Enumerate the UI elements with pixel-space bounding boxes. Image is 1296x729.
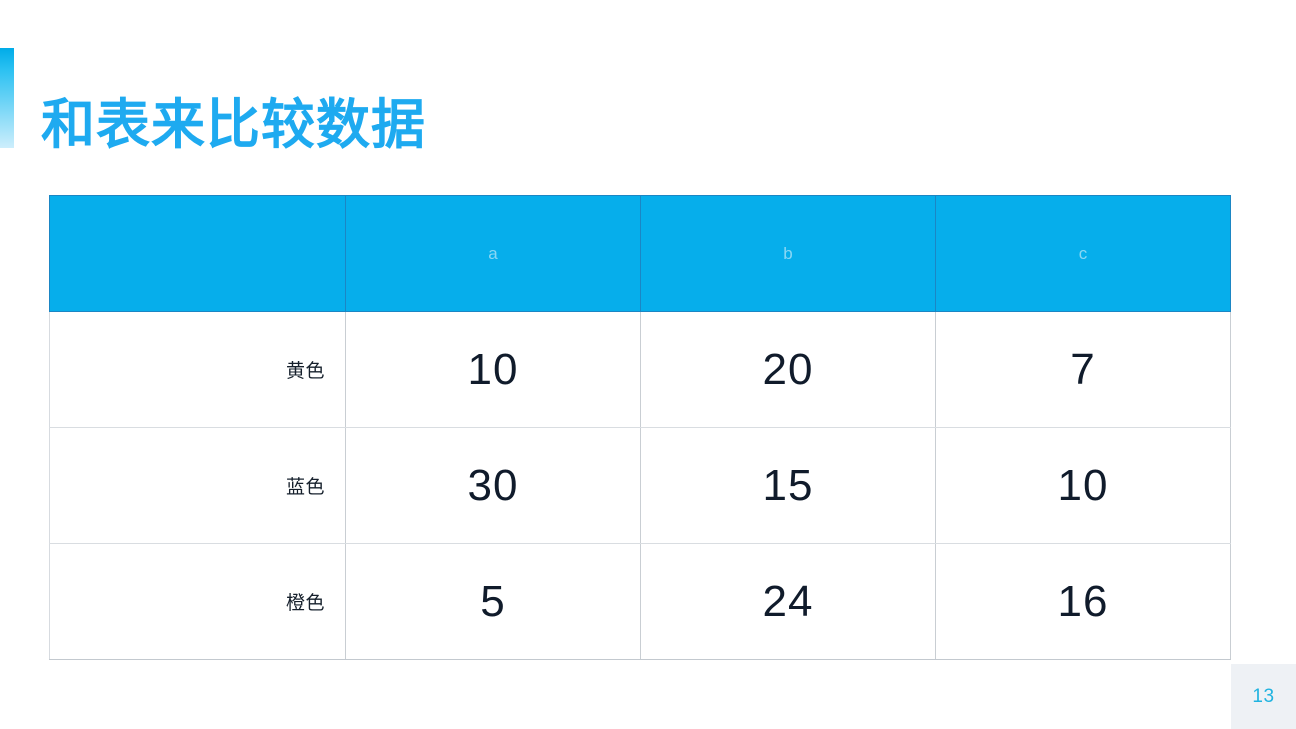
cell-orange-b: 24 (640, 543, 936, 660)
cell-blue-b: 15 (640, 427, 936, 544)
table-row: 橙色 5 24 16 (49, 543, 1231, 660)
column-header-a: a (345, 195, 641, 312)
cell-blue-a: 30 (345, 427, 641, 544)
cell-blue-c: 10 (935, 427, 1231, 544)
row-label-orange: 橙色 (49, 543, 346, 660)
table-row: 黄色 10 20 7 (49, 311, 1231, 428)
column-header-corner (49, 195, 346, 312)
page-title: 和表来比较数据 (41, 95, 426, 156)
cell-yellow-c: 7 (935, 311, 1231, 428)
cell-orange-a: 5 (345, 543, 641, 660)
table-header: a b c (49, 195, 1231, 312)
cell-yellow-a: 10 (345, 311, 641, 428)
cell-orange-c: 16 (935, 543, 1231, 660)
row-label-yellow: 黄色 (49, 311, 346, 428)
table-row: 蓝色 30 15 10 (49, 427, 1231, 544)
page-number: 13 (1252, 685, 1275, 707)
column-header-c: c (935, 195, 1231, 312)
cell-yellow-b: 20 (640, 311, 936, 428)
title-accent-bar (0, 48, 14, 148)
table: a b c 黄色 10 20 7 蓝色 30 15 10 (49, 195, 1231, 660)
page-number-badge: 13 (1231, 664, 1296, 729)
table-body: 黄色 10 20 7 蓝色 30 15 10 橙色 5 24 16 (49, 311, 1231, 660)
column-header-b: b (640, 195, 936, 312)
table-header-row: a b c (49, 195, 1231, 312)
comparison-table: a b c 黄色 10 20 7 蓝色 30 15 10 (49, 195, 1231, 660)
row-label-blue: 蓝色 (49, 427, 346, 544)
